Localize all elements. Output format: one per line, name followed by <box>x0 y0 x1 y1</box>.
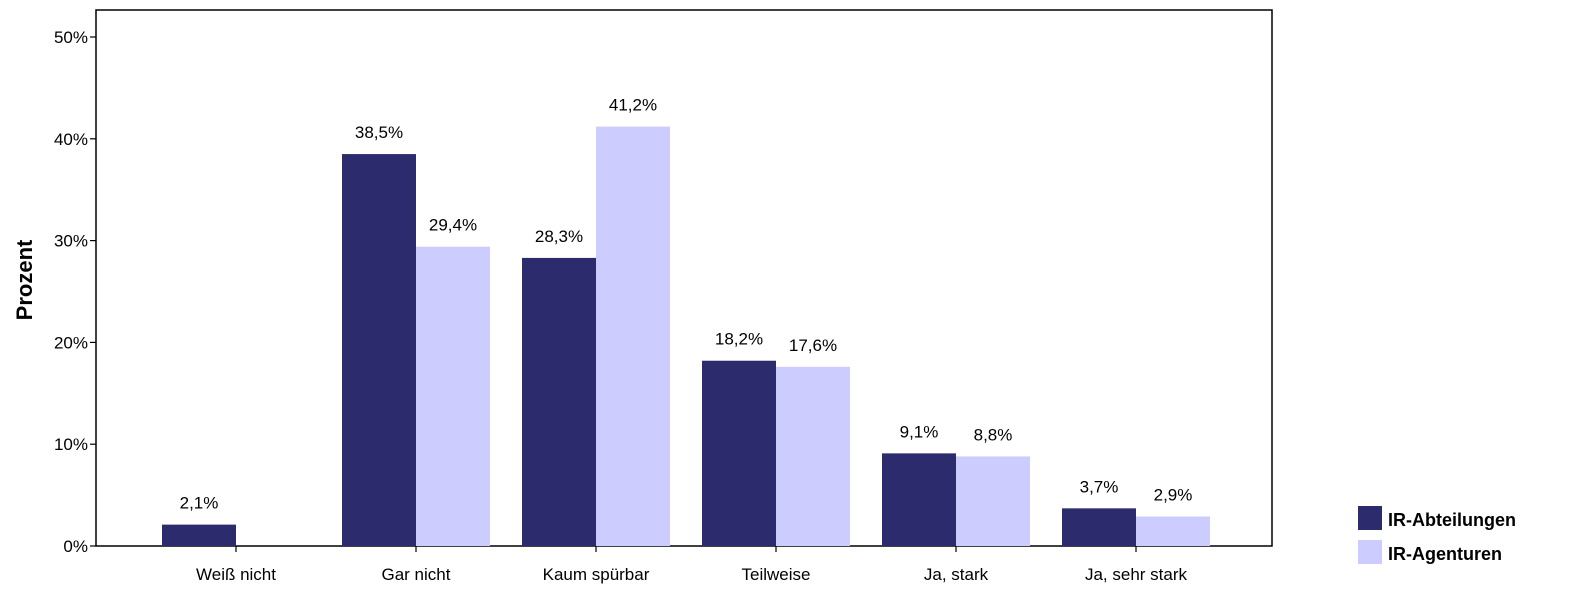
bar <box>522 257 596 546</box>
data-label: 29,4% <box>429 216 477 235</box>
bar <box>882 453 956 546</box>
bar <box>702 360 776 546</box>
x-tick-label: Kaum spürbar <box>543 565 650 584</box>
y-axis-label: Prozent <box>12 239 37 320</box>
legend-label: IR-Abteilungen <box>1388 510 1516 530</box>
bar <box>342 154 416 546</box>
data-label: 8,8% <box>974 425 1013 444</box>
y-tick-label: 10% <box>54 435 88 454</box>
data-label: 3,7% <box>1080 477 1119 496</box>
data-label: 2,1% <box>180 494 219 513</box>
bar <box>416 246 490 546</box>
y-tick-label: 50% <box>54 28 88 47</box>
bar <box>956 456 1030 546</box>
data-label: 17,6% <box>789 336 837 355</box>
bar <box>596 126 670 547</box>
x-tick-label: Ja, sehr stark <box>1085 565 1188 584</box>
bar <box>1062 508 1136 546</box>
legend-swatch <box>1358 540 1382 564</box>
data-label: 18,2% <box>715 330 763 349</box>
legend: IR-Abteilungen IR-Agenturen <box>1358 506 1516 564</box>
bar <box>1136 516 1210 546</box>
plot-frame <box>95 9 1273 547</box>
legend-swatch <box>1358 506 1382 530</box>
bar <box>162 524 236 546</box>
x-tick-label: Gar nicht <box>382 565 451 584</box>
x-tick-label: Ja, stark <box>924 565 989 584</box>
x-tick-label: Weiß nicht <box>196 565 276 584</box>
data-label: 9,1% <box>900 422 939 441</box>
legend-label: IR-Agenturen <box>1388 544 1502 564</box>
data-label: 2,9% <box>1154 485 1193 504</box>
y-tick-label: 20% <box>54 333 88 352</box>
x-tick-label: Teilweise <box>742 565 811 584</box>
y-tick-label: 30% <box>54 232 88 251</box>
data-label: 28,3% <box>535 227 583 246</box>
data-label: 38,5% <box>355 123 403 142</box>
y-tick-label: 0% <box>63 537 88 556</box>
data-label: 41,2% <box>609 96 657 115</box>
bar <box>776 366 850 546</box>
plot-area: 0% 10% 20% 30% 40% 50% Weiß nicht 2,1% Gar nicht… <box>54 9 1273 584</box>
y-tick-label: 40% <box>54 130 88 149</box>
